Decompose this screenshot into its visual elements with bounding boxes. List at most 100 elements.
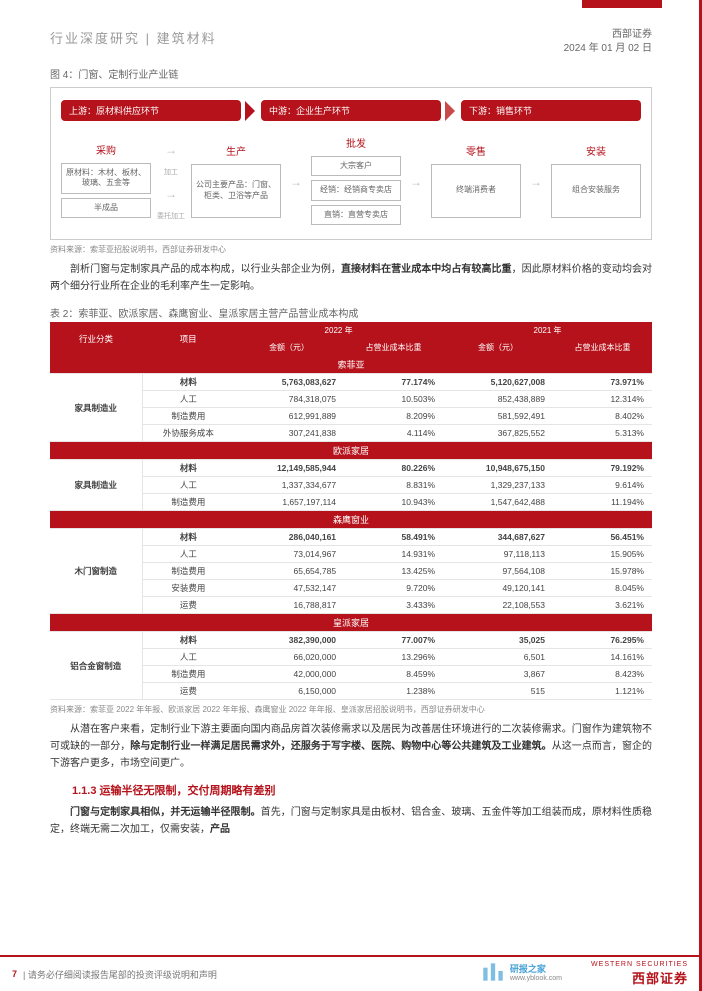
num-cell: 3.433% [344, 597, 443, 614]
num-cell: 344,687,627 [443, 529, 553, 546]
item-cell: 人工 [142, 477, 234, 494]
num-cell: 307,241,838 [234, 425, 344, 442]
header-brand: 西部证券 [564, 28, 652, 42]
item-cell: 安装费用 [142, 580, 234, 597]
item-cell: 制造费用 [142, 494, 234, 511]
item-cell: 制造费用 [142, 563, 234, 580]
num-cell: 367,825,552 [443, 425, 553, 442]
item-cell: 材料 [142, 632, 234, 649]
figure4-source: 资料来源：索菲亚招股说明书，西部证券研发中心 [50, 244, 652, 255]
item-cell: 制造费用 [142, 666, 234, 683]
num-cell: 10.943% [344, 494, 443, 511]
num-cell: 286,040,161 [234, 529, 344, 546]
watermark-icon [480, 959, 506, 985]
col-install: 安装 组合安装服务 [551, 143, 641, 222]
footer-note: | 请务必仔细阅读报告尾部的投资评级说明和声明 [23, 968, 217, 981]
cell-raw: 原材料：木材、板材、玻璃、五金等 [61, 163, 151, 194]
num-cell: 47,532,147 [234, 580, 344, 597]
th-2021: 2021 年 [443, 322, 652, 339]
num-cell: 13.296% [344, 649, 443, 666]
cell-bulk: 大宗客户 [311, 156, 401, 176]
num-cell: 73,014,967 [234, 546, 344, 563]
chain-bars: 上游：原材料供应环节 中游：企业生产环节 下游：销售环节 [61, 100, 641, 121]
cat-cell: 木门窗制造 [50, 529, 142, 614]
num-cell: 6,150,000 [234, 683, 344, 700]
para-2: 从潜在客户来看，定制行业下游主要面向国内商品房首次装修需求以及居民为改善居住环境… [50, 721, 652, 772]
num-cell: 8.045% [553, 580, 652, 597]
header: 行业深度研究 | 建筑材料 西部证券 2024 年 01 月 02 日 [0, 0, 702, 60]
num-cell: 8.402% [553, 408, 652, 425]
cost-tbody: 索菲亚家具制造业材料5,763,083,62777.174%5,120,627,… [50, 356, 652, 700]
arrow-3 [407, 175, 425, 189]
cell-direct: 直销：直营专卖店 [311, 205, 401, 225]
num-cell: 3.621% [553, 597, 652, 614]
th-pct21: 占营业成本比重 [553, 339, 652, 356]
num-cell: 58.491% [344, 529, 443, 546]
chain-diagram: 上游：原材料供应环节 中游：企业生产环节 下游：销售环节 采购 原材料：木材、板… [50, 87, 652, 240]
num-cell: 22,108,553 [443, 597, 553, 614]
bar-upstream: 上游：原材料供应环节 [61, 100, 241, 121]
cost-table: 行业分类 项目 2022 年 2021 年 金额（元） 占营业成本比重 金额（元… [50, 322, 652, 700]
page-number: 7 [12, 969, 17, 979]
num-cell: 97,118,113 [443, 546, 553, 563]
num-cell: 49,120,141 [443, 580, 553, 597]
num-cell: 612,991,889 [234, 408, 344, 425]
bar-downstream: 下游：销售环节 [461, 100, 641, 121]
col-retail: 零售 终端消费者 [431, 143, 521, 222]
num-cell: 1,329,237,133 [443, 477, 553, 494]
num-cell: 5,120,627,008 [443, 374, 553, 391]
arrow-2 [287, 175, 305, 189]
num-cell: 15.905% [553, 546, 652, 563]
item-cell: 材料 [142, 460, 234, 477]
num-cell: 8.423% [553, 666, 652, 683]
th-2022: 2022 年 [234, 322, 443, 339]
watermark: 研报之家 www.yblook.com [480, 959, 562, 985]
cat-cell: 家具制造业 [50, 374, 142, 442]
content: 图 4：门窗、定制行业产业链 上游：原材料供应环节 中游：企业生产环节 下游：销… [0, 66, 702, 838]
cost-thead: 行业分类 项目 2022 年 2021 年 金额（元） 占营业成本比重 金额（元… [50, 322, 652, 356]
num-cell: 77.174% [344, 374, 443, 391]
header-right: 西部证券 2024 年 01 月 02 日 [564, 28, 652, 56]
cat-cell: 家具制造业 [50, 460, 142, 511]
num-cell: 77.007% [344, 632, 443, 649]
col-production: 生产 公司主要产品：门窗、柜类、卫浴等产品 [191, 143, 281, 222]
num-cell: 6,501 [443, 649, 553, 666]
num-cell: 581,592,491 [443, 408, 553, 425]
num-cell: 5.313% [553, 425, 652, 442]
num-cell: 15.978% [553, 563, 652, 580]
cell-consumer: 终端消费者 [431, 164, 521, 218]
group-header: 索菲亚 [50, 356, 652, 374]
watermark-text: 研报之家 [510, 962, 562, 975]
num-cell: 13.425% [344, 563, 443, 580]
th-amt22: 金额（元） [234, 339, 344, 356]
cat-cell: 铝合金窗制造 [50, 632, 142, 700]
item-cell: 运费 [142, 597, 234, 614]
group-header: 皇派家居 [50, 614, 652, 632]
item-cell: 人工 [142, 391, 234, 408]
arrow-1: 加工 委托加工 [157, 143, 185, 221]
num-cell: 1.121% [553, 683, 652, 700]
num-cell: 1.238% [344, 683, 443, 700]
num-cell: 1,337,334,677 [234, 477, 344, 494]
section-1-1-3: 1.1.3 运输半径无限制，交付周期略有差别 [72, 782, 652, 798]
num-cell: 8.209% [344, 408, 443, 425]
num-cell: 9.720% [344, 580, 443, 597]
num-cell: 4.114% [344, 425, 443, 442]
table2-source: 资料来源：索菲亚 2022 年年报、欧派家居 2022 年年报、森鹰窗业 202… [50, 704, 652, 715]
cell-semi: 半成品 [61, 198, 151, 218]
num-cell: 515 [443, 683, 553, 700]
footer: 7 | 请务必仔细阅读报告尾部的投资评级说明和声明 研报之家 www.ybloo… [0, 955, 702, 991]
header-date: 2024 年 01 月 02 日 [564, 42, 652, 56]
num-cell: 9.614% [553, 477, 652, 494]
num-cell: 42,000,000 [234, 666, 344, 683]
header-left: 行业深度研究 | 建筑材料 [50, 28, 217, 47]
figure4-title: 图 4：门窗、定制行业产业链 [50, 66, 652, 81]
num-cell: 12.314% [553, 391, 652, 408]
num-cell: 56.451% [553, 529, 652, 546]
footer-logo: WESTERN SECURITIES 西部证券 [591, 961, 688, 987]
para-1: 剖析门窗与定制家具产品的成本构成，以行业头部企业为例，直接材料在营业成本中均占有… [50, 261, 652, 295]
col-wholesale: 批发 大宗客户 经销：经销商专卖店 直销：直营专卖店 [311, 135, 401, 229]
col-purchase: 采购 原材料：木材、板材、玻璃、五金等 半成品 [61, 142, 151, 222]
para-3: 门窗与定制家具相似，并无运输半径限制。首先，门窗与定制家具是由板材、铝合金、玻璃… [50, 804, 652, 838]
num-cell: 3,867 [443, 666, 553, 683]
